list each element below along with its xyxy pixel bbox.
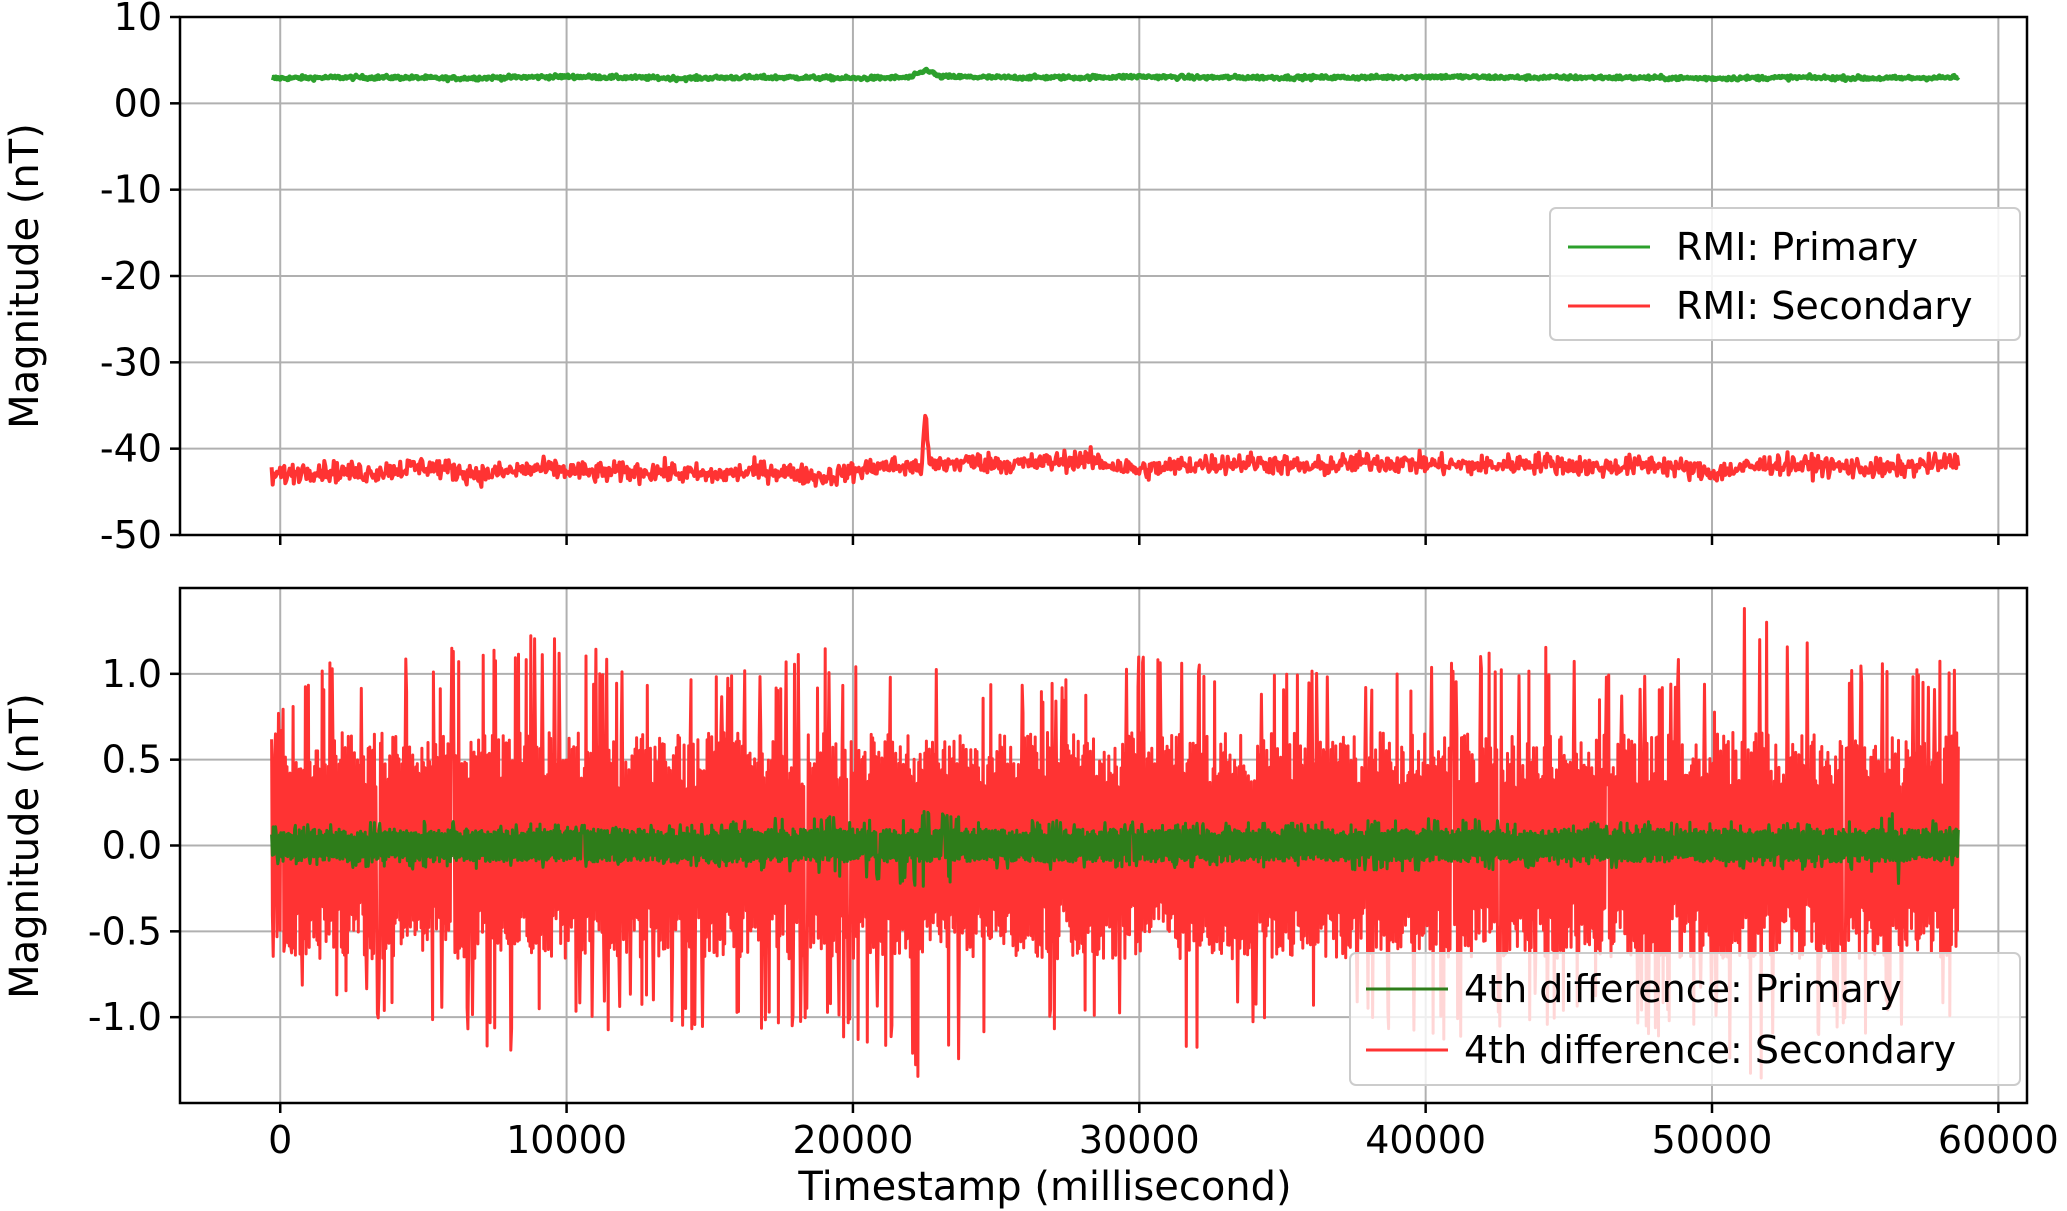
bottom-series (270, 607, 1960, 1080)
x-tick-label: 20000 (792, 1118, 913, 1162)
y-tick-label: -10 (100, 168, 162, 212)
y-tick-label: 00 (114, 81, 162, 125)
x-tick-label: 60000 (1938, 1118, 2059, 1162)
x-tick-label: 10000 (506, 1118, 627, 1162)
top-panel: -50 -40 -30 -20 -10 00 10 Magnitude (nT) RMI: … (2, 0, 2029, 557)
top-legend-box (1549, 207, 2021, 341)
x-tick-label: 50000 (1652, 1118, 1773, 1162)
y-tick-label: 10 (114, 0, 162, 39)
x-tick-label: 40000 (1365, 1118, 1486, 1162)
bottom-legend-box (1349, 952, 2021, 1086)
bottom-y-axis-label: Magnitude (nT) (2, 693, 48, 999)
y-tick-label: -50 (100, 513, 162, 557)
series-line-rmi-secondary (269, 413, 1961, 489)
bottom-legend: 4th difference: Primary 4th difference: … (1349, 952, 2021, 1086)
top-y-axis-label: Magnitude (nT) (2, 123, 48, 429)
top-legend: RMI: Primary RMI: Secondary (1549, 207, 2021, 341)
top-series (269, 66, 1961, 489)
y-tick-label: -0.5 (88, 909, 162, 953)
top-legend-label-primary: RMI: Primary (1676, 225, 1918, 269)
bottom-panel: 0 10000 20000 30000 40000 50000 60000 -1.0 -0.5 0… (2, 586, 2059, 1210)
y-tick-label: -20 (100, 254, 162, 298)
y-tick-label: 0.5 (102, 738, 162, 782)
y-tick-label: 0.0 (102, 824, 162, 868)
y-tick-label: 1.0 (102, 652, 162, 696)
x-tick-label: 0 (268, 1118, 292, 1162)
top-ticks: -50 -40 -30 -20 -10 00 10 (100, 0, 2000, 557)
top-legend-label-secondary: RMI: Secondary (1676, 284, 1973, 328)
y-tick-label: -1.0 (88, 995, 162, 1039)
series-line-rmi-primary (270, 66, 1961, 84)
x-tick-label: 30000 (1079, 1118, 1200, 1162)
bottom-ticks: 0 10000 20000 30000 40000 50000 60000 -1.0 -0.5 0… (88, 652, 2059, 1162)
x-axis-label: Timestamp (millisecond) (797, 1164, 1291, 1210)
y-tick-label: -40 (100, 427, 162, 471)
series-line-diff-primary (270, 810, 1960, 888)
y-tick-label: -30 (100, 340, 162, 384)
bottom-legend-label-secondary: 4th difference: Secondary (1464, 1028, 1956, 1072)
bottom-legend-label-primary: 4th difference: Primary (1464, 967, 1902, 1011)
